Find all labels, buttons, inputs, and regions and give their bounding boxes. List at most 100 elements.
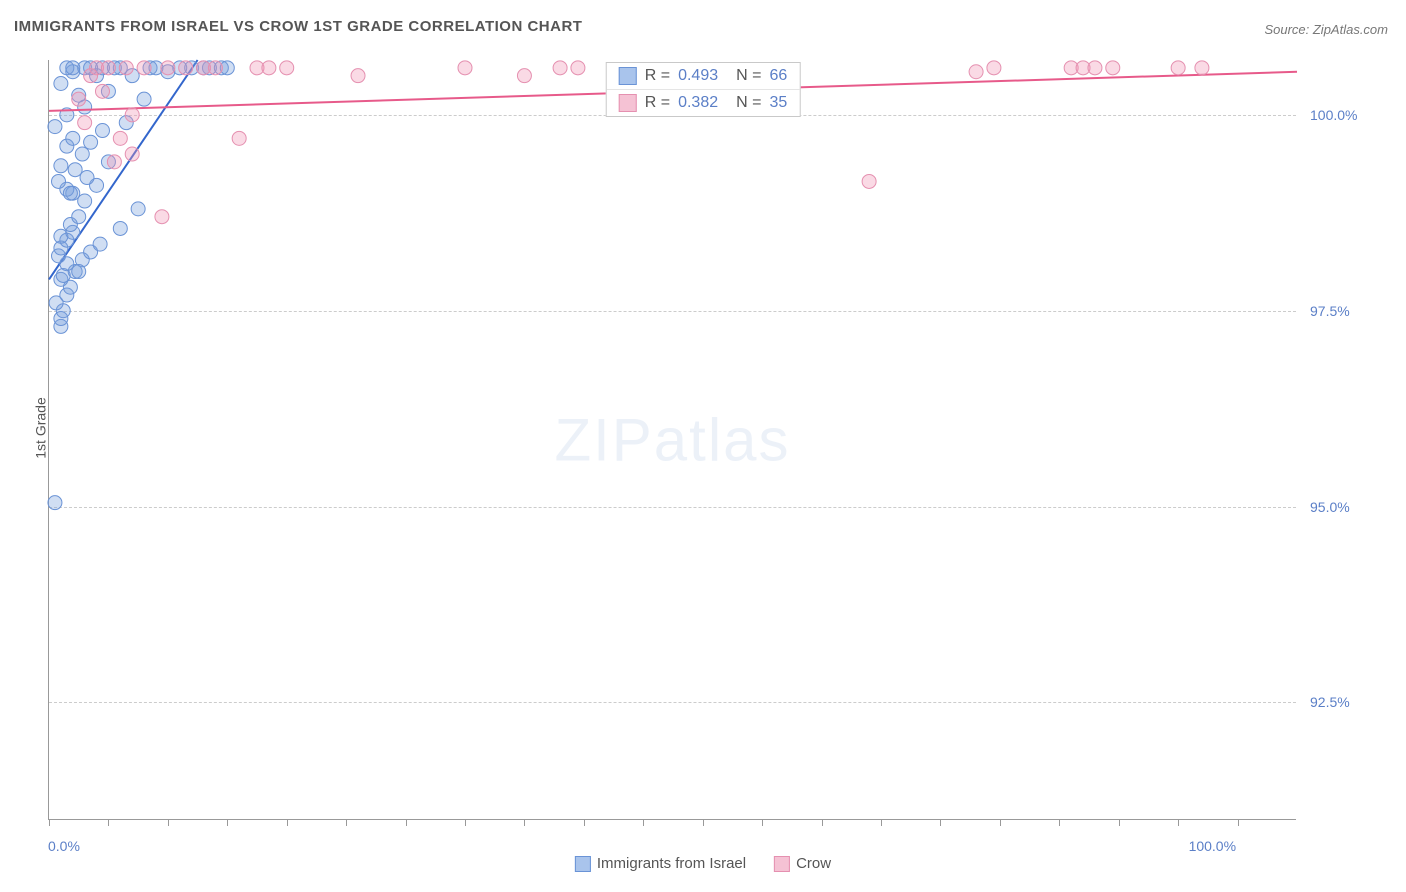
plot-area: ZIPatlas [48, 60, 1296, 820]
x-tick [584, 819, 585, 826]
scatter-svg [49, 60, 1296, 819]
scatter-point [208, 61, 222, 75]
scatter-point [1088, 61, 1102, 75]
source-prefix: Source: [1264, 22, 1312, 37]
x-tick [287, 819, 288, 826]
scatter-point [48, 120, 62, 134]
scatter-point [75, 147, 89, 161]
legend-item: Immigrants from Israel [575, 855, 746, 872]
x-tick [524, 819, 525, 826]
scatter-point [78, 116, 92, 130]
stats-row: R = 0.493 N = 66 [607, 63, 800, 90]
x-tick [1000, 819, 1001, 826]
y-axis-title: 1st Grade [33, 397, 49, 458]
stat-n-value: 35 [769, 94, 787, 112]
series-swatch [774, 856, 790, 872]
x-tick [940, 819, 941, 826]
y-tick-label: 92.5% [1310, 694, 1350, 710]
x-tick [703, 819, 704, 826]
scatter-point [155, 210, 169, 224]
scatter-point [1106, 61, 1120, 75]
legend-label: Crow [796, 855, 831, 872]
scatter-point [1171, 61, 1185, 75]
y-tick-label: 95.0% [1310, 499, 1350, 515]
chart-title: IMMIGRANTS FROM ISRAEL VS CROW 1ST GRADE… [14, 18, 582, 35]
source-attribution: Source: ZipAtlas.com [1264, 22, 1388, 37]
x-tick [881, 819, 882, 826]
legend-item: Crow [774, 855, 831, 872]
scatter-point [137, 92, 151, 106]
legend-label: Immigrants from Israel [597, 855, 746, 872]
series-swatch [619, 67, 637, 85]
scatter-point [107, 155, 121, 169]
y-tick-label: 100.0% [1310, 107, 1357, 123]
scatter-point [161, 61, 175, 75]
scatter-point [119, 61, 133, 75]
x-tick-label: 100.0% [1189, 838, 1236, 854]
x-tick [108, 819, 109, 826]
x-tick [227, 819, 228, 826]
x-tick [643, 819, 644, 826]
scatter-point [517, 69, 531, 83]
x-tick [1178, 819, 1179, 826]
scatter-point [68, 163, 82, 177]
stat-r-value: 0.382 [678, 94, 718, 112]
stat-n-label: N = [736, 67, 761, 85]
scatter-point [54, 77, 68, 91]
scatter-point [1195, 61, 1209, 75]
series-swatch [575, 856, 591, 872]
x-tick [49, 819, 50, 826]
scatter-point [95, 84, 109, 98]
scatter-point [125, 147, 139, 161]
x-tick [762, 819, 763, 826]
legend-bottom: Immigrants from Israel Crow [575, 855, 831, 872]
scatter-point [969, 65, 983, 79]
stats-row: R = 0.382N = 35 [607, 90, 800, 116]
scatter-point [66, 131, 80, 145]
scatter-point [95, 124, 109, 138]
correlation-stats-box: R = 0.493 N = 66R = 0.382 N = 35 [606, 62, 801, 117]
x-tick [168, 819, 169, 826]
x-tick [1059, 819, 1060, 826]
x-tick [1119, 819, 1120, 826]
scatter-point [262, 61, 276, 75]
stat-n-value: 66 [769, 67, 787, 85]
scatter-point [125, 108, 139, 122]
scatter-point [232, 131, 246, 145]
x-tick [822, 819, 823, 826]
scatter-point [72, 210, 86, 224]
x-tick [346, 819, 347, 826]
scatter-point [84, 69, 98, 83]
stat-r-value: 0.493 [678, 67, 718, 85]
source-name: ZipAtlas.com [1313, 22, 1388, 37]
x-tick [1238, 819, 1239, 826]
stat-n-label: N = [736, 94, 761, 112]
scatter-point [72, 265, 86, 279]
x-tick [465, 819, 466, 826]
scatter-point [54, 159, 68, 173]
scatter-point [987, 61, 1001, 75]
scatter-point [113, 221, 127, 235]
scatter-point [458, 61, 472, 75]
stat-r-label: R = [645, 67, 670, 85]
scatter-point [80, 171, 94, 185]
scatter-point [571, 61, 585, 75]
scatter-point [63, 186, 77, 200]
scatter-point [84, 135, 98, 149]
scatter-point [179, 61, 193, 75]
scatter-point [93, 237, 107, 251]
scatter-point [137, 61, 151, 75]
scatter-point [280, 61, 294, 75]
scatter-point [66, 61, 80, 75]
x-tick [406, 819, 407, 826]
y-tick-label: 97.5% [1310, 303, 1350, 319]
x-tick-label: 0.0% [48, 838, 80, 854]
scatter-point [351, 69, 365, 83]
chart-container: IMMIGRANTS FROM ISRAEL VS CROW 1ST GRADE… [0, 0, 1406, 892]
scatter-point [52, 174, 66, 188]
scatter-point [101, 61, 115, 75]
scatter-point [72, 92, 86, 106]
scatter-point [862, 174, 876, 188]
series-swatch [619, 94, 637, 112]
scatter-point [78, 194, 92, 208]
